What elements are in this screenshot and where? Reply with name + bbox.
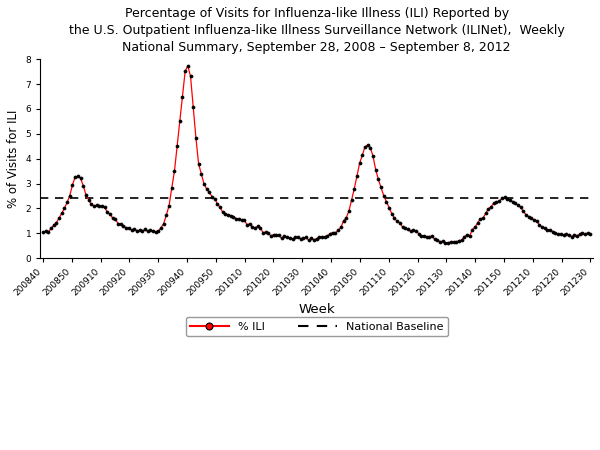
- Legend: % ILI, National Baseline: % ILI, National Baseline: [185, 317, 448, 336]
- Y-axis label: % of Visits for ILI: % of Visits for ILI: [7, 109, 20, 208]
- Title: Percentage of Visits for Influenza-like Illness (ILI) Reported by
the U.S. Outpa: Percentage of Visits for Influenza-like …: [69, 7, 565, 54]
- X-axis label: Week: Week: [298, 303, 335, 316]
